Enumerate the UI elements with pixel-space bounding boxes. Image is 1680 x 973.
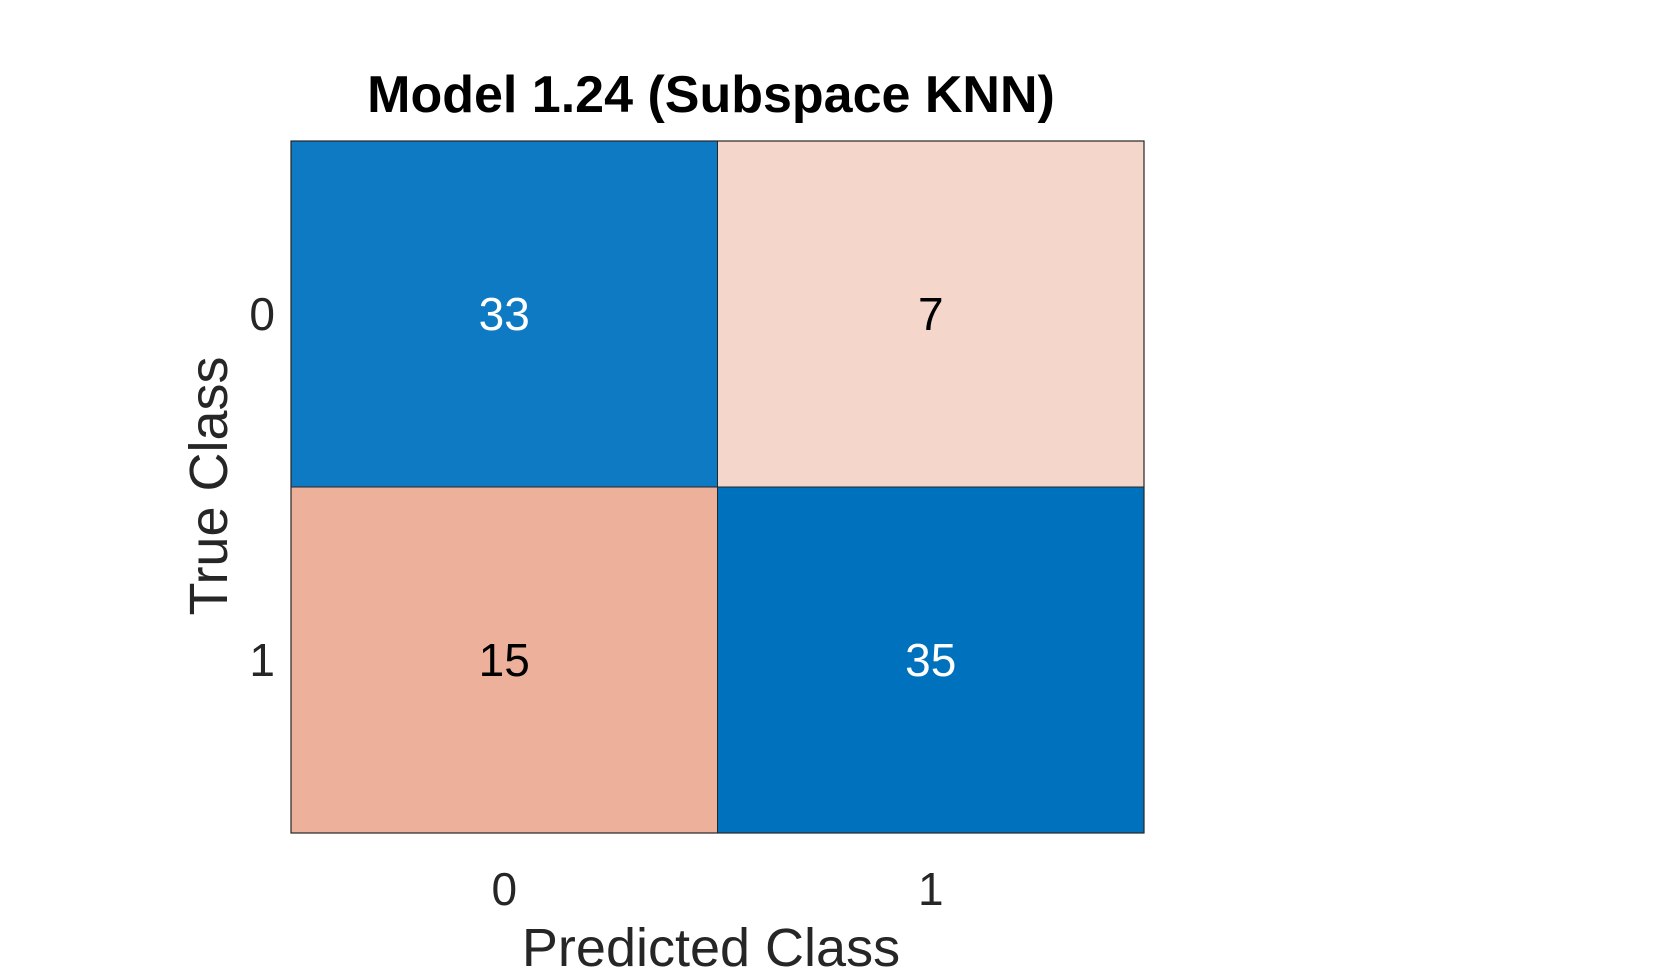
x-tick-label: 1 [918, 863, 944, 915]
cell-value-label: 7 [918, 288, 944, 340]
x-axis-label: Predicted Class [522, 918, 900, 973]
cell-value-label: 15 [479, 634, 530, 686]
y-tick-label: 1 [249, 634, 275, 686]
matrix-cell-r0-c1 [717, 140, 1145, 488]
y-axis-label: True Class [179, 356, 239, 615]
y-tick-labels: 01 [249, 288, 275, 686]
matrix-cell-r0-c0 [290, 140, 718, 488]
x-tick-label: 0 [491, 863, 517, 915]
cell-value-label: 33 [479, 288, 530, 340]
matrix-cell-labels: 33 7 15 35 [479, 288, 957, 686]
y-tick-label: 0 [249, 288, 275, 340]
matrix-cells [290, 140, 1145, 834]
cell-value-label: 35 [905, 634, 956, 686]
plot-frame [290, 140, 1145, 834]
chart-title: Model 1.24 (Subspace KNN) [367, 66, 1055, 124]
matrix-cell-r1-c1 [717, 486, 1145, 834]
matrix-cell-r1-c0 [290, 486, 718, 834]
